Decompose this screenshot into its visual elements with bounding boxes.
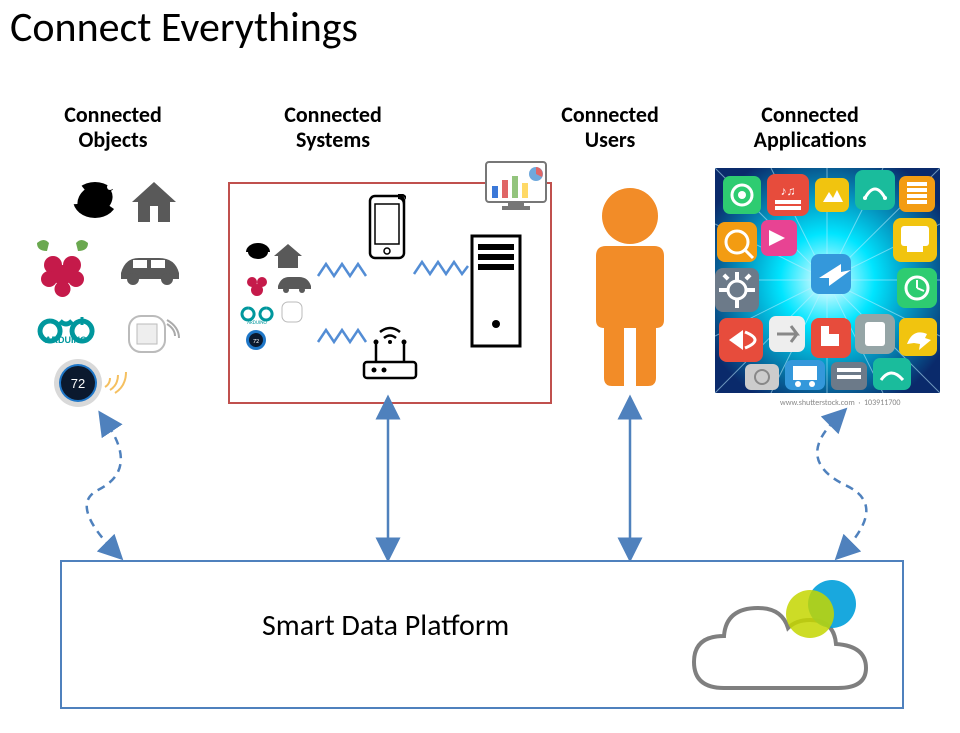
cloud-icon bbox=[672, 570, 887, 700]
arrow-apps bbox=[817, 420, 866, 555]
arrow-objects bbox=[87, 425, 121, 555]
platform-box: Smart Data Platform bbox=[60, 560, 904, 709]
platform-label: Smart Data Platform bbox=[262, 607, 509, 644]
